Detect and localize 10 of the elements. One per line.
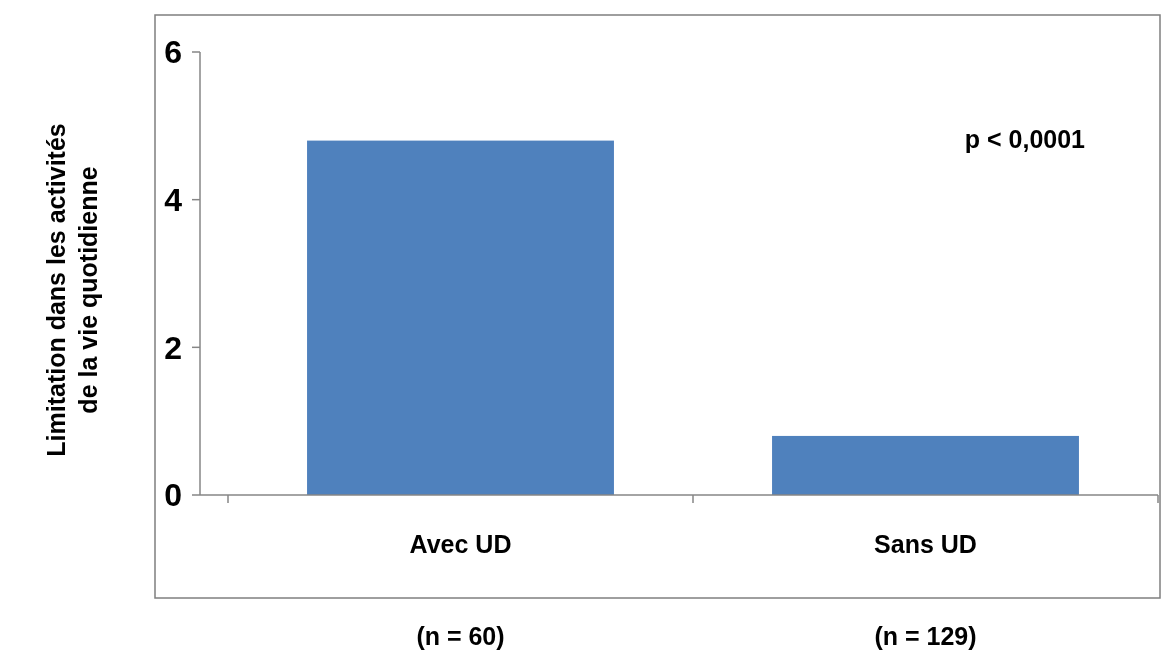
x-tick-label: Sans UD [874,530,977,558]
text: (n = 129) [874,622,977,650]
y-tick-label: 2 [164,329,182,366]
y-tick-label: 0 [164,477,182,514]
x-tick-label: Avec UD [409,530,512,558]
annotation: p < 0,0001 [964,125,1086,153]
text: (n = 60) [416,622,505,650]
y-axis-title: Limitation dans les activités de la vie quotidienne [42,123,102,457]
y-tick-label: 6 [164,34,182,71]
y-tick-label: 4 [164,181,183,218]
